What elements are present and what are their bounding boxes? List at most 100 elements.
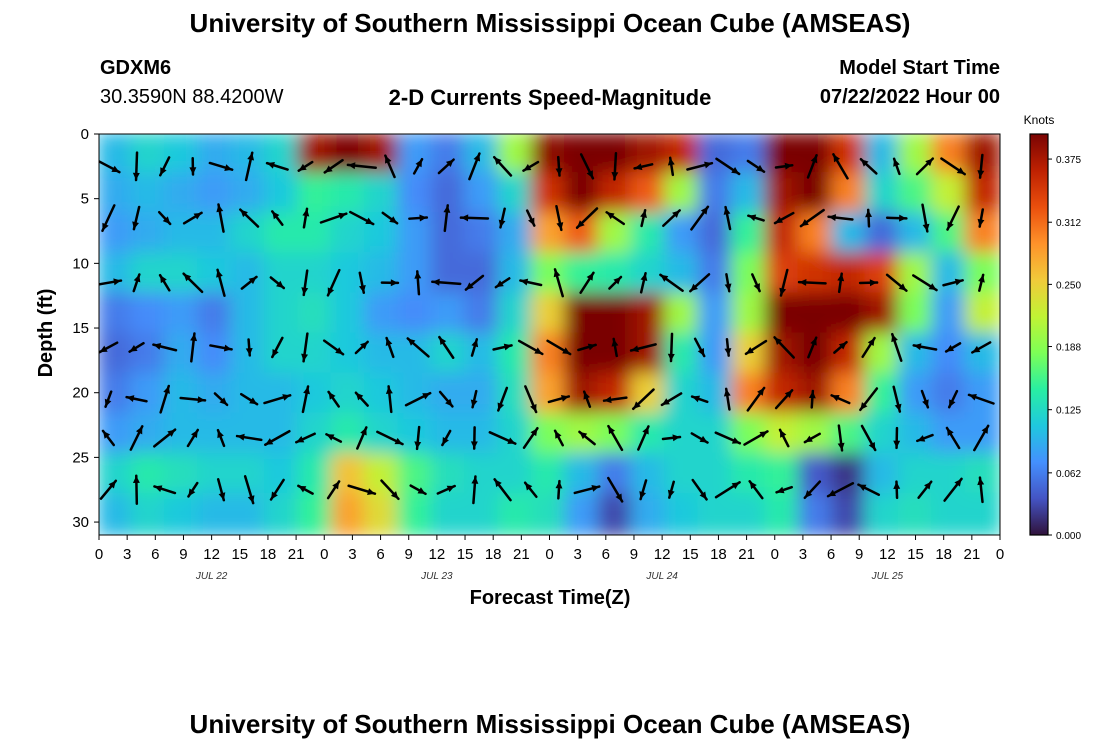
heat-cell — [230, 492, 268, 535]
current-vector — [773, 336, 795, 359]
current-vector — [517, 339, 544, 356]
current-vector — [827, 214, 854, 221]
current-vector — [326, 268, 341, 297]
heat-cell — [263, 172, 302, 217]
heat-cell — [597, 412, 635, 457]
heat-cell — [397, 452, 435, 497]
heat-cell — [731, 492, 769, 535]
x-tick-label: 15 — [231, 546, 248, 563]
heat-cell — [697, 492, 736, 535]
heat-cell — [497, 212, 535, 257]
current-vector — [358, 271, 366, 294]
current-vector — [891, 332, 903, 362]
heat-cell — [163, 452, 202, 497]
heat-cell — [731, 292, 769, 337]
current-vector — [775, 485, 793, 494]
heat-cell — [497, 492, 535, 535]
current-vector — [778, 428, 790, 448]
heat-cell — [530, 372, 569, 417]
heat-cell — [397, 292, 435, 337]
current-vector — [662, 209, 681, 228]
heat-cell — [263, 492, 302, 535]
heat-cell — [630, 452, 669, 497]
current-vector — [920, 389, 930, 409]
heat-cell — [430, 492, 469, 535]
heat-cell — [664, 492, 702, 535]
heat-cell — [964, 212, 1000, 257]
current-vector — [747, 214, 765, 222]
heat-cell — [797, 252, 836, 297]
heat-cell — [430, 292, 469, 337]
current-vector — [608, 275, 623, 290]
current-vector — [498, 207, 506, 229]
heat-cell — [197, 492, 235, 535]
heat-cell — [330, 372, 368, 417]
current-vector — [724, 338, 732, 357]
heat-cell — [931, 252, 969, 297]
current-vector — [746, 159, 766, 173]
heat-cell — [931, 292, 969, 337]
heat-cell — [230, 412, 268, 457]
current-vector — [354, 391, 369, 407]
current-vector — [611, 152, 619, 181]
heat-cell — [897, 372, 936, 417]
current-vector — [349, 210, 375, 226]
current-vector — [356, 426, 368, 450]
current-vector — [659, 273, 684, 292]
current-vector — [414, 425, 422, 451]
heat-cell — [130, 252, 168, 297]
heat-cell — [931, 134, 969, 177]
heat-cell — [99, 452, 135, 497]
current-vector — [470, 338, 479, 357]
heat-cell — [664, 134, 702, 177]
heat-cell — [831, 252, 869, 297]
current-vector — [885, 214, 908, 222]
heat-cell — [99, 172, 135, 217]
heat-cell — [464, 134, 502, 177]
heat-cell — [797, 172, 836, 217]
current-vector — [380, 479, 400, 501]
x-tick-label: 21 — [513, 546, 530, 563]
x-tick-label: 12 — [429, 546, 446, 563]
current-vector — [893, 480, 901, 500]
y-tick-label: 25 — [72, 449, 89, 466]
current-vector — [104, 390, 113, 408]
current-vector — [297, 160, 314, 172]
current-vector — [579, 153, 595, 180]
current-vector — [977, 153, 985, 179]
heat-cell — [597, 372, 635, 417]
current-vector — [546, 339, 572, 356]
current-vector — [978, 273, 985, 292]
current-vector — [186, 428, 200, 448]
heat-cell — [163, 292, 202, 337]
current-vector — [837, 272, 845, 294]
current-vector — [807, 336, 818, 359]
heat-cell — [597, 252, 635, 297]
heat-cell — [430, 332, 469, 377]
heat-cell — [764, 332, 802, 377]
heat-cell — [263, 134, 302, 177]
heat-cell — [897, 332, 936, 377]
heat-cell — [99, 412, 135, 457]
heat-cell — [330, 332, 368, 377]
current-vector — [128, 341, 145, 353]
heat-cell — [697, 212, 736, 257]
current-vector — [858, 279, 879, 287]
current-vector — [182, 272, 204, 294]
heat-cell — [430, 172, 469, 217]
current-vector — [492, 155, 513, 177]
current-vector — [944, 342, 962, 353]
heat-cell — [530, 452, 569, 497]
heat-cell — [864, 172, 902, 217]
current-vector — [132, 205, 141, 231]
current-vector — [611, 337, 619, 358]
heat-cell — [99, 372, 135, 417]
current-vector — [746, 386, 766, 412]
heat-cell — [697, 292, 736, 337]
heat-cell — [630, 292, 669, 337]
current-vector — [470, 389, 478, 409]
current-vector — [693, 337, 706, 358]
current-vector — [301, 332, 309, 363]
current-vector — [101, 429, 116, 447]
heat-cell — [864, 134, 902, 177]
